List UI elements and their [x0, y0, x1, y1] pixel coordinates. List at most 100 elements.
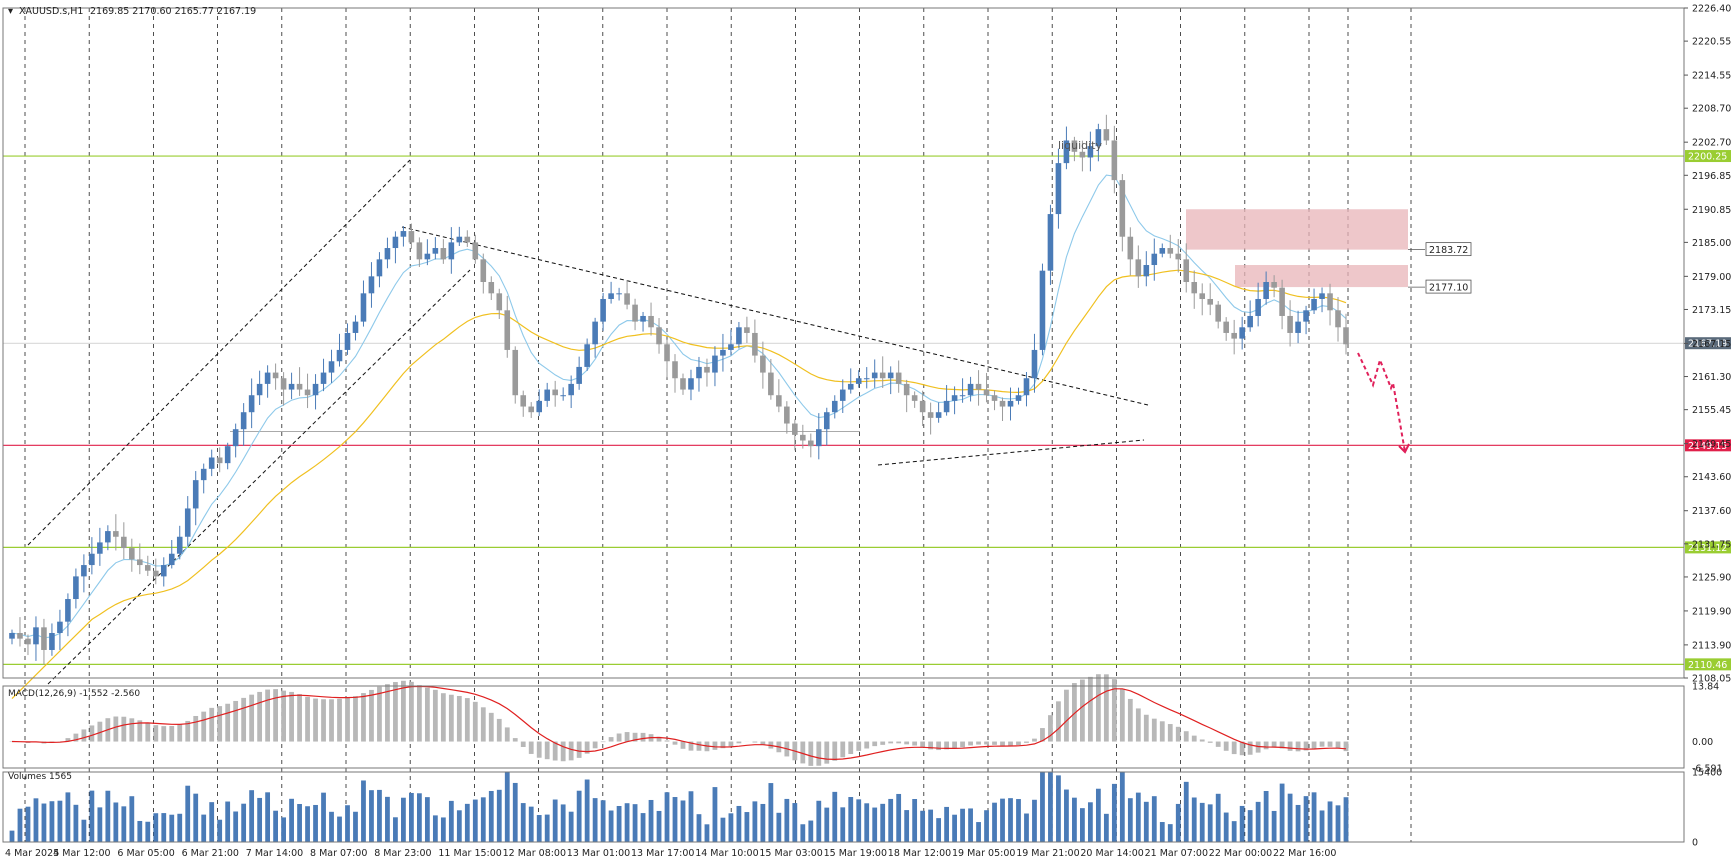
- volume-bar: [34, 798, 39, 842]
- macd-bar: [641, 733, 646, 742]
- volume-bar: [1080, 808, 1085, 842]
- volume-bar: [585, 780, 590, 842]
- x-tick-label: 8 Mar 07:00: [310, 848, 367, 859]
- candle-body: [504, 310, 510, 350]
- volume-bar: [968, 808, 973, 842]
- y-tick-label: 2155.45: [1692, 405, 1731, 416]
- y-tick-label: 2108.05: [1692, 674, 1731, 685]
- volume-bar: [1184, 782, 1189, 842]
- candle-body: [944, 401, 950, 412]
- volume-bar: [864, 803, 869, 842]
- candle-body: [1319, 293, 1325, 299]
- volume-bar: [896, 794, 901, 842]
- candle-body: [1016, 395, 1022, 401]
- volume-bar: [217, 820, 222, 842]
- volume-bar: [161, 813, 166, 842]
- volume-bar: [377, 790, 382, 842]
- candle-body: [441, 248, 447, 259]
- candle-body: [113, 531, 119, 537]
- symbol-dropdown-icon[interactable]: ▾: [8, 6, 13, 17]
- macd-bar: [1312, 742, 1317, 749]
- macd-bar: [81, 729, 86, 741]
- macd-bar: [545, 742, 550, 760]
- candle-body: [97, 542, 103, 553]
- volume-bar: [257, 798, 262, 842]
- level-price-label: 2200.25: [1688, 152, 1727, 163]
- macd-bar: [1048, 715, 1053, 741]
- volume-bar: [673, 797, 678, 842]
- candle-body: [552, 390, 558, 396]
- volume-bar: [713, 787, 718, 842]
- volume-bar: [593, 798, 598, 842]
- macd-bar: [345, 698, 350, 742]
- y-tick-label: 2149.45: [1692, 439, 1731, 450]
- candle-body: [592, 322, 598, 345]
- candle-body: [856, 378, 862, 384]
- candle-body: [281, 378, 287, 389]
- candle-body: [648, 316, 654, 327]
- candle-body: [1279, 288, 1285, 316]
- volume-bar: [888, 799, 893, 842]
- volume-bar: [609, 811, 614, 842]
- candle-body: [1000, 401, 1006, 407]
- candle-body: [1080, 152, 1086, 158]
- macd-bar: [257, 692, 262, 742]
- volume-bar: [1144, 802, 1149, 842]
- volume-bar: [297, 804, 302, 842]
- y-tick-label: 2131.75: [1692, 539, 1731, 550]
- macd-bar: [1296, 742, 1301, 752]
- macd-bar: [1080, 680, 1085, 742]
- volume-bar: [904, 810, 909, 842]
- volume-bar: [529, 807, 534, 842]
- volume-bar: [784, 799, 789, 842]
- y-tick-label: 2190.85: [1692, 205, 1731, 216]
- volume-bar: [1336, 805, 1341, 842]
- candle-body: [297, 384, 303, 390]
- candle-body: [480, 259, 486, 282]
- macd-bar: [369, 690, 374, 742]
- candle-body: [81, 565, 87, 576]
- candle-body: [920, 401, 926, 412]
- candle-body: [1024, 378, 1030, 395]
- volume-bar: [1216, 794, 1221, 842]
- candle-body: [960, 395, 966, 396]
- macd-bar: [361, 693, 366, 741]
- macd-bar: [896, 742, 901, 744]
- macd-bar: [1144, 715, 1149, 742]
- volume-bar: [409, 793, 414, 842]
- macd-bar: [409, 682, 414, 742]
- candle-body: [824, 412, 830, 429]
- volume-bar: [1136, 793, 1141, 842]
- y-tick-label: 2196.85: [1692, 171, 1731, 182]
- volume-bar: [649, 800, 654, 842]
- macd-bar: [401, 681, 406, 742]
- candle-body: [409, 231, 415, 242]
- volume-bar: [872, 808, 877, 842]
- macd-bar: [1000, 742, 1005, 746]
- candle-body: [161, 565, 167, 576]
- macd-bar: [305, 697, 310, 742]
- volume-bar: [481, 797, 486, 842]
- candle-body: [1287, 316, 1293, 333]
- volume-bar: [233, 811, 238, 842]
- volume-bar: [1072, 798, 1077, 842]
- volume-bar: [497, 790, 502, 842]
- macd-bar: [1264, 742, 1269, 750]
- volume-bar: [752, 801, 757, 842]
- volume-bar: [729, 813, 734, 842]
- candle-body: [776, 395, 782, 406]
- candle-body: [600, 299, 606, 322]
- x-tick-label: 11 Mar 15:00: [438, 848, 501, 859]
- volume-bar: [265, 792, 270, 842]
- volume-bar: [209, 802, 214, 842]
- candle-body: [345, 333, 351, 350]
- x-tick-label: 15 Mar 03:00: [759, 848, 822, 859]
- volume-bar: [1328, 801, 1333, 842]
- macd-bar: [425, 688, 430, 742]
- candle-body: [289, 384, 295, 390]
- volume-bar: [313, 805, 318, 842]
- candle-body: [904, 384, 910, 395]
- candle-body: [1120, 180, 1126, 237]
